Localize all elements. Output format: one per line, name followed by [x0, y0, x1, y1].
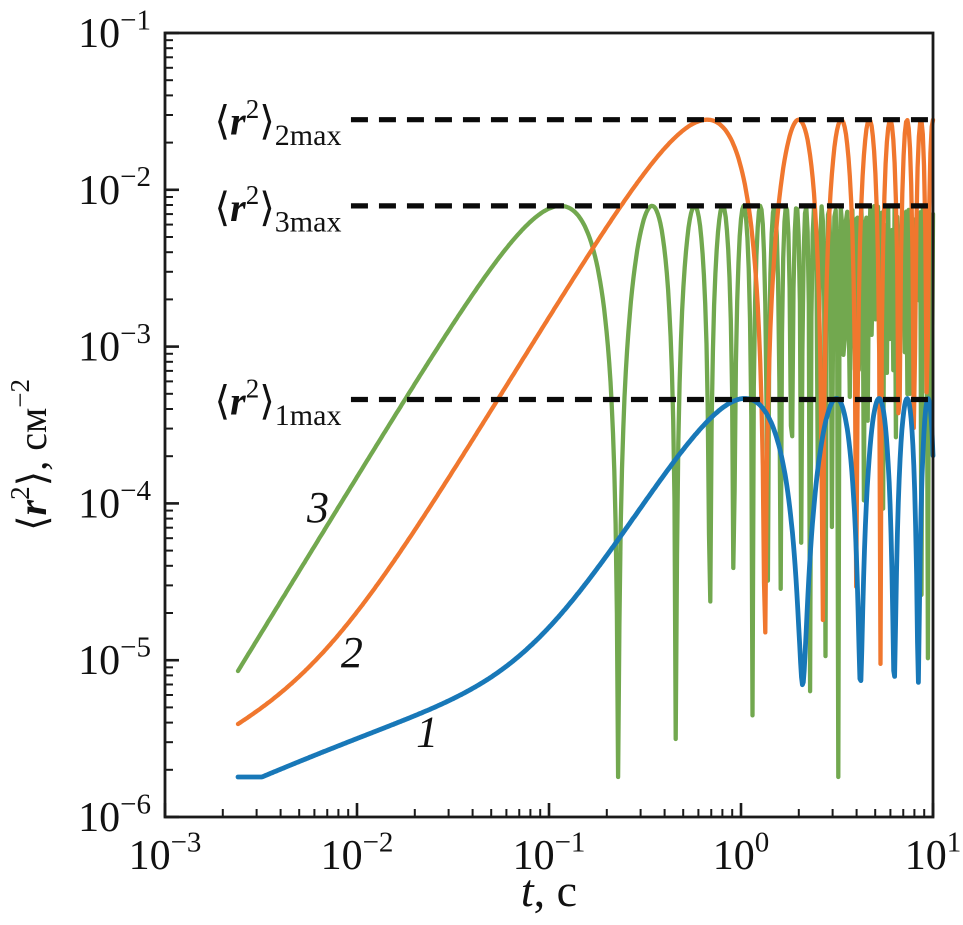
y-tick-label-3: 10−4 — [78, 475, 151, 528]
y-axis-title: ⟨r2⟩, см−2 — [5, 379, 55, 531]
max-line-label-2max: ⟨r2⟩2max — [215, 94, 342, 152]
x-tick-label-4: 101 — [905, 826, 962, 879]
curve-3-path — [235, 203, 936, 780]
x-tick-label-2: 10−1 — [513, 826, 586, 879]
curve-1-path — [235, 396, 936, 780]
y-tick-label-5: 10−6 — [78, 788, 151, 841]
max-line-label-1max: ⟨r2⟩1max — [215, 374, 342, 432]
max-line-label-3max: ⟨r2⟩3max — [215, 180, 342, 238]
curve-1-label: 1 — [416, 708, 438, 757]
x-tick-label-0: 10−3 — [129, 826, 202, 879]
curve-2-path — [235, 117, 936, 727]
x-ticks — [163, 803, 935, 817]
x-tick-label-3: 100 — [713, 826, 770, 879]
y-tick-label-2: 10−3 — [78, 318, 151, 371]
y-tick-label-4: 10−5 — [78, 632, 151, 685]
curve-3-label: 3 — [306, 483, 329, 532]
curves-group — [235, 117, 936, 780]
y-tick-label-0: 10−1 — [78, 4, 151, 57]
x-tick-label-1: 10−2 — [321, 826, 394, 879]
y-ticks — [165, 31, 179, 819]
x-axis-title: t, с — [521, 865, 577, 916]
y-tick-label-1: 10−2 — [78, 161, 151, 214]
curve-2-label: 2 — [341, 628, 363, 677]
